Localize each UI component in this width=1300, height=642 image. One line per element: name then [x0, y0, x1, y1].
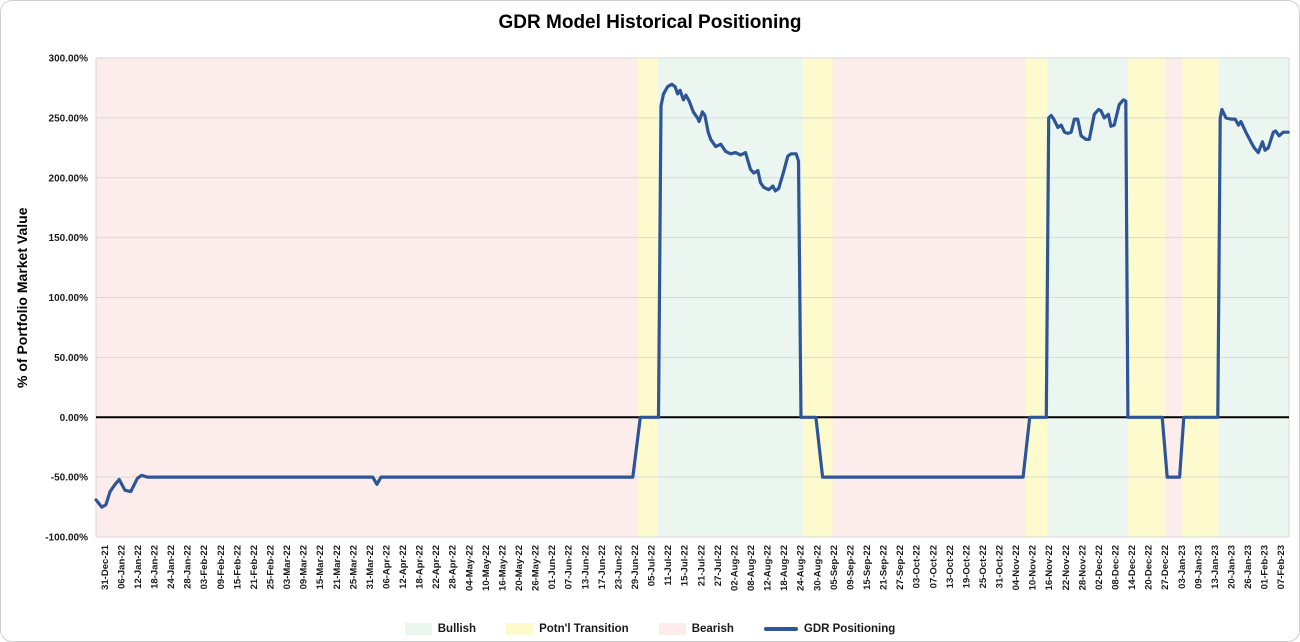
- y-tick-label: 250.00%: [49, 113, 89, 124]
- x-tick-label: 07-Oct-22: [928, 545, 939, 588]
- x-tick-label: 31-Mar-22: [365, 545, 376, 589]
- x-tick-label: 07-Jun-22: [564, 545, 575, 589]
- x-tick-label: 13-Jun-22: [580, 545, 591, 589]
- x-tick-label: 15-Sep-22: [862, 545, 873, 590]
- x-tick-label: 07-Feb-23: [1276, 545, 1287, 589]
- legend-swatch-bullish: [404, 623, 432, 635]
- gdr-positioning-line: [94, 82, 1290, 509]
- legend-item-bullish[interactable]: Bullish: [404, 623, 477, 635]
- x-tick-label: 15-Mar-22: [315, 545, 326, 589]
- y-tick-label: 200.00%: [49, 173, 89, 184]
- x-tick-label: 25-Mar-22: [348, 545, 359, 589]
- x-tick-label: 01-Feb-23: [1260, 545, 1271, 589]
- x-tick-label: 28-Apr-22: [448, 545, 459, 589]
- y-tick-label: 50.00%: [54, 353, 88, 364]
- x-tick-label: 18-Aug-22: [779, 545, 790, 591]
- legend: Bullish Potn'l Transition Bearish GDR Posit…: [1, 623, 1299, 635]
- x-tick-label: 20-Dec-22: [1144, 545, 1155, 590]
- x-tick-label: 01-Jun-22: [547, 545, 558, 589]
- x-tick-label: 11-Jul-22: [663, 545, 674, 586]
- y-tick-label: 100.00%: [49, 293, 89, 304]
- x-tick-label: 06-Apr-22: [381, 545, 392, 589]
- x-tick-label: 08-Aug-22: [746, 545, 757, 591]
- legend-label-bearish: Bearish: [691, 623, 734, 635]
- x-tick-label: 05-Jul-22: [647, 545, 658, 586]
- x-tick-label: 28-Nov-22: [1077, 545, 1088, 590]
- x-tick-label: 22-Apr-22: [431, 545, 442, 589]
- x-tick-label: 21-Sep-22: [879, 545, 890, 590]
- x-tick-label: 21-Mar-22: [332, 545, 343, 589]
- x-tick-label: 03-Feb-22: [199, 545, 210, 589]
- x-tick-label: 02-Dec-22: [1094, 545, 1105, 590]
- x-tick-label: 27-Dec-22: [1160, 545, 1171, 590]
- x-tick-label: 04-Nov-22: [1011, 545, 1022, 590]
- x-tick-label: 14-Dec-22: [1127, 545, 1138, 590]
- x-tick-label: 12-Aug-22: [763, 545, 774, 591]
- x-tick-label: 18-Jan-22: [149, 545, 160, 589]
- chart-title: GDR Model Historical Positioning: [498, 12, 802, 33]
- x-tick-label: 23-Jun-22: [613, 545, 624, 589]
- y-tick-label: -50.00%: [51, 473, 88, 484]
- x-tick-label: 17-Jun-22: [597, 545, 608, 589]
- x-tick-label: 04-May-22: [464, 545, 475, 591]
- x-tick-label: 27-Jul-22: [713, 545, 724, 586]
- x-tick-label: 06-Jan-22: [116, 545, 127, 589]
- x-tick-label: 10-May-22: [481, 545, 492, 591]
- x-tick-label: 22-Nov-22: [1061, 545, 1072, 590]
- x-tick-label: 31-Oct-22: [995, 545, 1006, 588]
- x-tick-label: 26-May-22: [531, 545, 542, 591]
- x-tick-label: 03-Mar-22: [282, 545, 293, 589]
- legend-swatch-potn-l-transition: [506, 623, 534, 635]
- x-tick-label: 29-Jun-22: [630, 545, 641, 589]
- legend-label-potn-l-transition: Potn'l Transition: [539, 623, 629, 635]
- x-tick-label: 10-Nov-22: [1028, 545, 1039, 590]
- x-tick-label: 18-Apr-22: [415, 545, 426, 589]
- x-tick-label: 20-Jan-23: [1227, 545, 1238, 589]
- x-tick-label: 13-Jan-23: [1210, 545, 1221, 589]
- x-tick-label: 25-Feb-22: [265, 545, 276, 589]
- x-tick-label: 25-Oct-22: [978, 545, 989, 588]
- legend-item-gdr-positioning[interactable]: GDR Positioning: [763, 623, 896, 635]
- x-tick-label: 03-Jan-23: [1177, 545, 1188, 589]
- x-tick-label: 09-Mar-22: [299, 545, 310, 589]
- x-tick-label: 16-May-22: [497, 545, 508, 591]
- legend-item-bearish[interactable]: Bearish: [658, 623, 734, 635]
- x-tick-label: 30-Aug-22: [812, 545, 823, 591]
- x-tick-label: 03-Oct-22: [912, 545, 923, 588]
- x-tick-label: 08-Dec-22: [1111, 545, 1122, 590]
- x-tick-label: 16-Nov-22: [1044, 545, 1055, 590]
- x-tick-label: 26-Jan-23: [1243, 545, 1254, 589]
- x-tick-label: 05-Sep-22: [829, 545, 840, 590]
- x-tick-label: 24-Aug-22: [796, 545, 807, 591]
- x-tick-label: 19-Oct-22: [961, 545, 972, 588]
- x-tick-label: 31-Dec-21: [100, 544, 111, 590]
- y-tick-label: -100.00%: [45, 533, 88, 544]
- x-tick-label: 24-Jan-22: [166, 545, 177, 589]
- x-tick-label: 21-Jul-22: [696, 545, 707, 586]
- legend-swatch-bearish: [658, 623, 686, 635]
- x-tick-label: 09-Sep-22: [845, 545, 856, 590]
- x-tick-label: 28-Jan-22: [183, 545, 194, 589]
- x-tick-label: 02-Aug-22: [729, 545, 740, 591]
- y-tick-label: 150.00%: [49, 233, 89, 244]
- x-tick-label: 12-Jan-22: [133, 545, 144, 589]
- x-tick-label: 09-Feb-22: [216, 545, 227, 589]
- legend-swatch-gdr-positioning-line-icon: [763, 627, 798, 631]
- x-tick-label: 21-Feb-22: [249, 545, 260, 589]
- legend-label-bullish: Bullish: [437, 623, 477, 635]
- x-tick-label: 27-Sep-22: [895, 545, 906, 590]
- legend-label-gdr-positioning: GDR Positioning: [803, 623, 896, 635]
- x-tick-label: 12-Apr-22: [398, 545, 409, 589]
- y-tick-label: 300.00%: [49, 54, 89, 65]
- y-tick-label: 0.00%: [60, 413, 88, 424]
- x-tick-label: 09-Jan-23: [1193, 545, 1204, 589]
- x-tick-label: 20-May-22: [514, 545, 525, 591]
- x-tick-label: 15-Feb-22: [232, 545, 243, 589]
- x-tick-label: 15-Jul-22: [680, 545, 691, 586]
- legend-item-potn-l-transition[interactable]: Potn'l Transition: [506, 623, 629, 635]
- x-tick-label: 13-Oct-22: [945, 545, 956, 588]
